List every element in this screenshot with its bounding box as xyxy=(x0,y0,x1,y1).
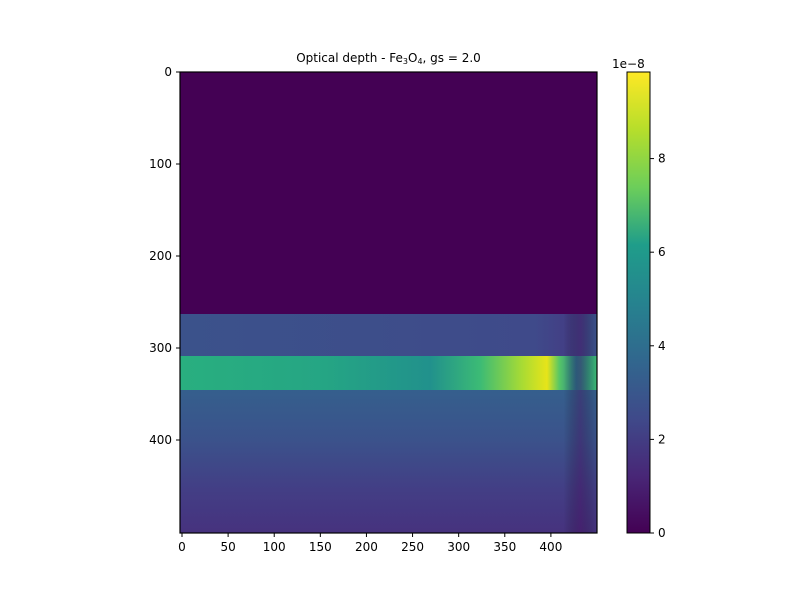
x-tick-label: 100 xyxy=(263,540,286,554)
y-tick-label: 300 xyxy=(149,341,172,355)
x-tick-label: 250 xyxy=(401,540,424,554)
region-band-lower-shade xyxy=(180,314,597,533)
x-tick-label: 200 xyxy=(355,540,378,554)
y-tick-label: 0 xyxy=(164,65,172,79)
colorbar-gradient xyxy=(626,71,651,534)
y-tick-label: 200 xyxy=(149,249,172,263)
plot-frame xyxy=(179,71,598,534)
x-tick-label: 350 xyxy=(493,540,516,554)
x-tick-label: 50 xyxy=(220,540,235,554)
colorbar-ticks: 0 2 4 6 8 xyxy=(650,152,666,540)
x-tick-label: 400 xyxy=(539,540,562,554)
colorbar: 0 2 4 6 8 1e−8 xyxy=(612,57,666,540)
heatmap-image xyxy=(179,71,598,534)
x-tick-label: 150 xyxy=(309,540,332,554)
x-tick-label: 300 xyxy=(447,540,470,554)
colorbar-tick-label: 0 xyxy=(658,526,666,540)
colorbar-tick-label: 4 xyxy=(658,339,666,353)
colorbar-tick-label: 2 xyxy=(658,432,666,446)
x-axis: 0 50 100 150 200 250 300 350 400 xyxy=(178,533,562,554)
colorbar-tick-label: 8 xyxy=(658,152,666,166)
x-tick-label: 0 xyxy=(178,540,186,554)
colorbar-scale-label: 1e−8 xyxy=(612,57,645,71)
y-tick-label: 400 xyxy=(149,433,172,447)
y-axis: 0 100 200 300 400 xyxy=(149,65,180,447)
y-tick-label: 100 xyxy=(149,157,172,171)
chart-title: Optical depth - Fe3O4, gs = 2.0 xyxy=(296,51,481,66)
colorbar-tick-label: 6 xyxy=(658,245,666,259)
